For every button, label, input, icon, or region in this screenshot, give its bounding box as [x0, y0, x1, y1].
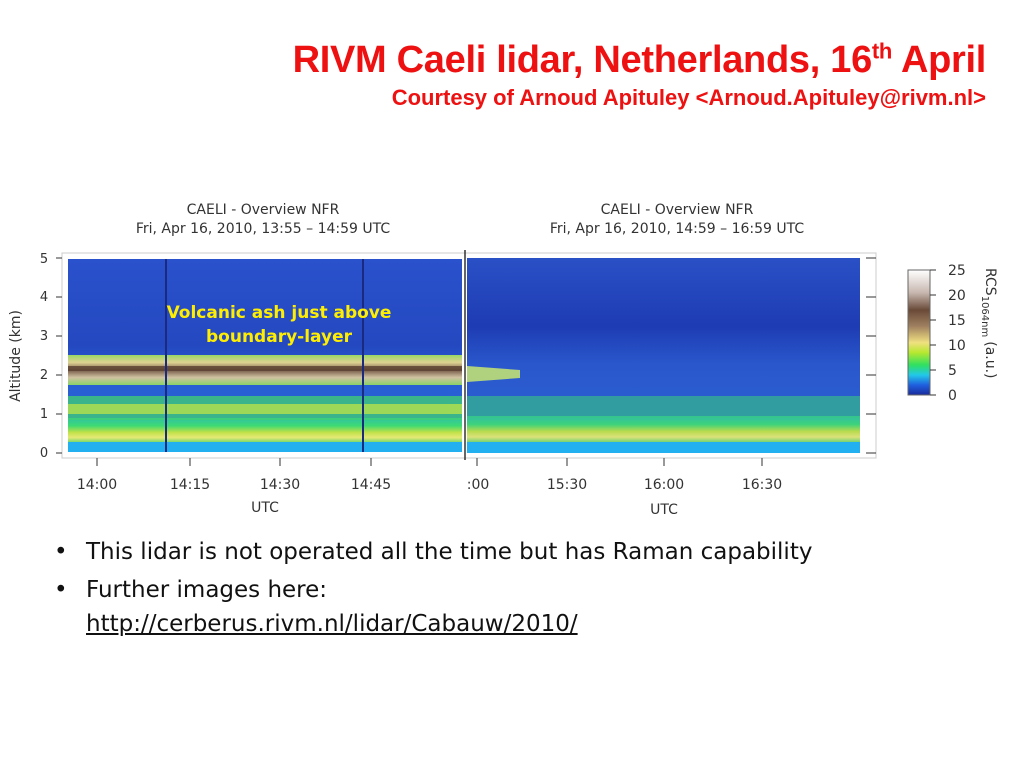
ytick-1: 1	[40, 407, 48, 422]
title-superscript: th	[871, 38, 893, 64]
bullet-dot: •	[54, 577, 68, 603]
x-label-right: UTC	[650, 502, 678, 518]
annotation-line-1: Volcanic ash just above	[167, 303, 392, 323]
cbar-tick-25: 25	[948, 263, 966, 279]
title-block: RIVM Caeli lidar, Netherlands, 16th Apri…	[292, 38, 987, 112]
ytick-3: 3	[40, 329, 48, 344]
panel-left: CAELI - Overview NFR Fri, Apr 16, 2010, …	[61, 202, 877, 459]
panel-right-title-2: Fri, Apr 16, 2010, 14:59 – 16:59 UTC	[550, 221, 805, 237]
slide-subtitle: Courtesy of Arnoud Apituley <Arnoud.Apit…	[391, 85, 986, 110]
xtick-left-2: 14:30	[260, 477, 300, 493]
svg-text:RCS1064nm(a.u.): RCS1064nm(a.u.)	[979, 268, 998, 379]
cbar-tick-20: 20	[948, 288, 966, 304]
y-axis-label: Altitude (km)	[8, 310, 24, 402]
ytick-4: 4	[40, 290, 48, 305]
bullet-text: This lidar is not operated all the time …	[86, 539, 813, 565]
panel-left-title-1: CAELI - Overview NFR	[187, 202, 340, 218]
ytick-2: 2	[40, 368, 48, 383]
xtick-left-1: 14:15	[170, 477, 210, 493]
bullet-item: • Further images here: http://cerberus.r…	[48, 573, 1008, 641]
annotation-line-2: boundary-layer	[206, 327, 353, 347]
title-main: RIVM Caeli lidar, Netherlands, 16	[292, 39, 873, 81]
bullet-text: Further images here:	[86, 577, 328, 603]
bullet-dot: •	[54, 539, 68, 565]
xtick-right-3: 16:30	[742, 477, 782, 493]
colorbar-label: RCS1064nm(a.u.)	[979, 268, 998, 379]
xtick-right-0: :00	[467, 477, 490, 493]
lidar-figure: CAELI - Overview NFR Fri, Apr 16, 2010, …	[8, 202, 998, 518]
ash-annotation: Volcanic ash just above boundary-layer	[167, 303, 392, 347]
x-axis: 14:00 14:15 14:30 14:45 UTC :00 15:30 16…	[77, 458, 782, 518]
cbar-tick-0: 0	[948, 388, 957, 404]
xtick-left-0: 14:00	[77, 477, 117, 493]
xtick-right-1: 15:30	[547, 477, 587, 493]
y-axis: 0 1 2 3 4 5 Altitude (km)	[8, 252, 876, 461]
x-label-left: UTC	[251, 500, 279, 516]
panel-left-title-2: Fri, Apr 16, 2010, 13:55 – 14:59 UTC	[136, 221, 391, 237]
xtick-right-2: 16:00	[644, 477, 684, 493]
ytick-5: 5	[40, 252, 48, 267]
colorbar-scale	[907, 269, 931, 396]
images-link[interactable]: http://cerberus.rivm.nl/lidar/Cabauw/201…	[86, 611, 578, 637]
bullet-list: • This lidar is not operated all the tim…	[48, 535, 1008, 645]
cbar-tick-15: 15	[948, 313, 966, 329]
title-end: April	[900, 39, 986, 81]
slide-title: RIVM Caeli lidar, Netherlands, 16th Apri…	[292, 38, 987, 82]
colorbar: 25 20 15 10 5 0 RCS1064nm(a.u.)	[907, 263, 998, 404]
ytick-0: 0	[40, 446, 48, 461]
bullet-item: • This lidar is not operated all the tim…	[48, 535, 1008, 569]
panel-right-title-1: CAELI - Overview NFR	[601, 202, 754, 218]
xtick-left-3: 14:45	[351, 477, 391, 493]
panel-right: CAELI - Overview NFR Fri, Apr 16, 2010, …	[464, 202, 860, 460]
cbar-tick-10: 10	[948, 338, 966, 354]
cbar-tick-5: 5	[948, 363, 957, 379]
